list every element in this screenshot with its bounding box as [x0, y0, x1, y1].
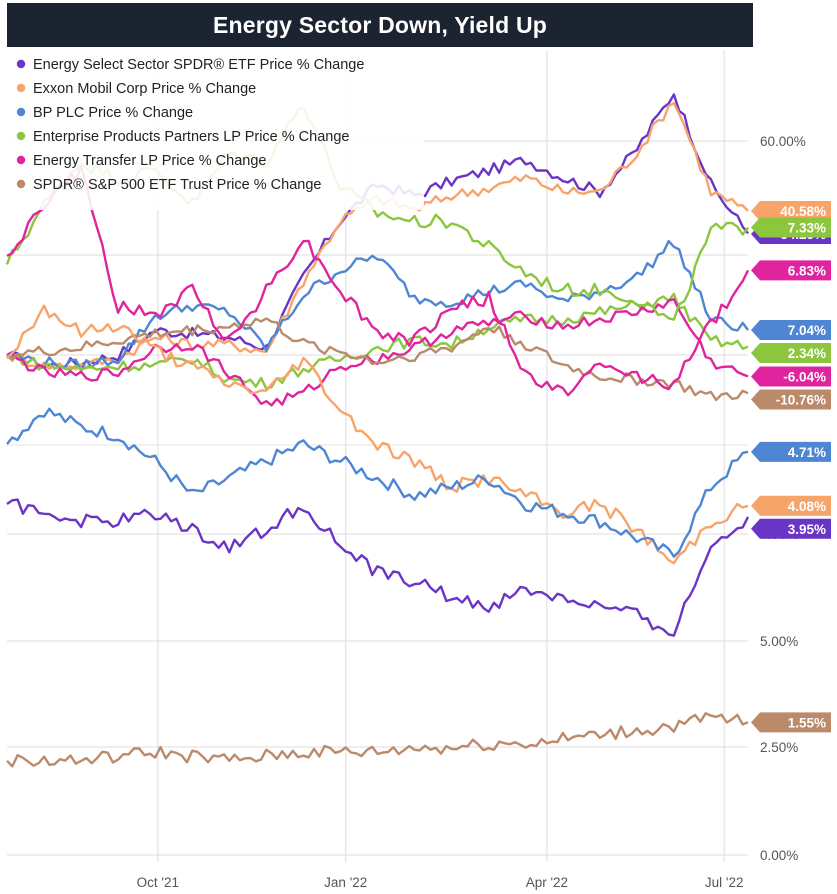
legend-marker [16, 179, 26, 189]
end-value-label: 3.95% [788, 522, 826, 537]
legend-item: Energy Select Sector SPDR® ETF Price % C… [33, 57, 364, 73]
legend-item: Exxon Mobil Corp Price % Change [33, 81, 256, 97]
end-value-label: 1.55% [788, 715, 826, 730]
end-value-label: 7.33% [788, 221, 826, 236]
end-value-flag [751, 343, 831, 364]
legend-item: BP PLC Price % Change [33, 105, 193, 121]
legend-item: Enterprise Products Partners LP Price % … [33, 129, 349, 145]
series-line [6, 712, 749, 768]
series-line [6, 239, 749, 373]
end-value-label: 40.58% [780, 204, 826, 219]
legend-box [7, 49, 424, 210]
end-value-label: -10.76% [776, 392, 826, 407]
chart-title: Energy Sector Down, Yield Up [7, 3, 753, 47]
series-line [6, 498, 750, 637]
end-value-flag [751, 518, 831, 539]
legend-item: Energy Transfer LP Price % Change [33, 153, 266, 169]
end-value-label: 6.83% [788, 263, 826, 278]
end-value-flag [751, 260, 831, 281]
series-line [6, 297, 749, 407]
end-value-flag [751, 200, 831, 221]
series-line [6, 304, 749, 565]
series-line [6, 407, 749, 558]
end-value-flag [751, 495, 831, 516]
end-value-flag [751, 389, 831, 410]
y-tick-label: 0.00% [760, 848, 798, 863]
legend-marker [16, 107, 26, 117]
series-line [6, 317, 749, 402]
end-value-label: 7.04% [788, 323, 826, 338]
end-value-label: 2.34% [788, 346, 826, 361]
series-line [6, 165, 750, 397]
end-value-flag [751, 441, 831, 462]
end-value-flag [751, 366, 831, 387]
x-tick-label: Apr '22 [526, 875, 568, 890]
legend-item: SPDR® S&P 500 ETF Trust Price % Change [33, 177, 321, 193]
series-line [6, 292, 749, 390]
y-tick-label: 5.00% [760, 634, 798, 649]
legend-marker [16, 155, 26, 165]
legend-marker [16, 131, 26, 141]
x-tick-label: Jan '22 [324, 875, 367, 890]
x-tick-label: Jul '22 [705, 875, 744, 890]
end-value-label: -6.04% [783, 369, 826, 384]
y-tick-label: 60.00% [760, 134, 806, 149]
x-tick-label: Oct '21 [137, 875, 179, 890]
legend-marker [16, 59, 26, 69]
end-value-flag [751, 217, 831, 238]
y-tick-label: 2.50% [760, 740, 798, 755]
end-value-flag [751, 712, 831, 733]
end-value-label: 4.71% [788, 445, 826, 460]
end-value-label: 4.08% [788, 499, 826, 514]
legend-marker [16, 83, 26, 93]
end-value-flag [751, 320, 831, 341]
